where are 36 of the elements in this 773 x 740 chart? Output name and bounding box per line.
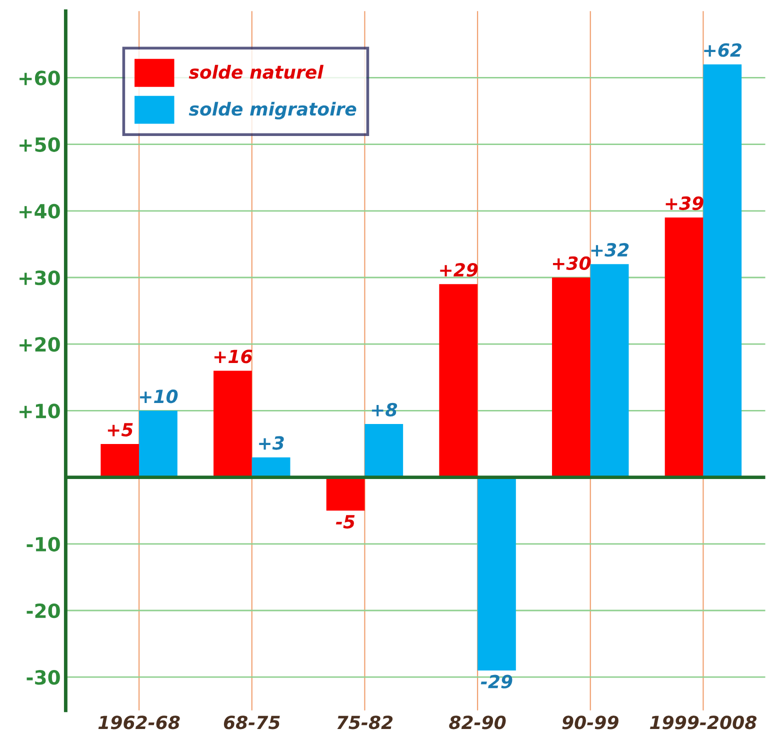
- y-tick-label: +10: [20, 404, 60, 418]
- bar: [439, 284, 478, 478]
- data-label: +32: [591, 243, 629, 257]
- y-tick-label: +40: [20, 204, 60, 219]
- x-tick-label: 1999-2008: [650, 716, 757, 730]
- bar: [703, 64, 742, 478]
- bar: [478, 477, 516, 670]
- y-tick-label: +30: [20, 270, 60, 286]
- y-tick-label: -30: [26, 670, 60, 685]
- x-tick-label: 75-82: [337, 716, 393, 730]
- x-tick-label: 1962-68: [98, 716, 180, 730]
- bar: [590, 264, 629, 478]
- data-label: -29: [480, 674, 512, 688]
- y-tick-label: -10: [26, 536, 60, 552]
- data-label: -5: [336, 515, 355, 529]
- bar: [139, 410, 178, 478]
- bar: [552, 278, 590, 478]
- x-tick-label: 68-75: [224, 716, 280, 730]
- data-label: +10: [140, 390, 178, 404]
- data-label: +5: [108, 423, 133, 437]
- bar: [664, 218, 704, 478]
- x-tick-label: 82-90: [449, 716, 506, 730]
- bar: [214, 370, 252, 478]
- legend-label: solde migratoire: [188, 102, 356, 120]
- legend-label: solde naturel: [188, 64, 324, 79]
- bar: [100, 444, 140, 478]
- y-tick-label: -20: [26, 603, 60, 618]
- data-label: +62: [704, 43, 742, 57]
- data-label: +8: [372, 402, 398, 417]
- bar: [364, 424, 404, 478]
- y-tick-label: +60: [20, 70, 60, 86]
- x-tick-label: 90-99: [562, 716, 618, 730]
- data-label: +3: [259, 436, 284, 450]
- y-tick-label: +20: [20, 337, 60, 352]
- y-tick-label: +50: [20, 137, 60, 152]
- bar: [326, 477, 365, 511]
